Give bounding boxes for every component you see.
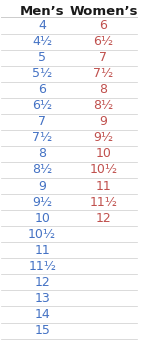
Text: 13: 13 xyxy=(34,292,50,305)
Text: 11: 11 xyxy=(34,244,50,257)
Text: 5½: 5½ xyxy=(32,67,52,80)
Text: 9: 9 xyxy=(38,180,46,192)
Text: 5: 5 xyxy=(38,51,46,64)
Text: 9½: 9½ xyxy=(93,132,114,144)
Text: 11½: 11½ xyxy=(28,260,56,273)
Text: 9: 9 xyxy=(99,115,107,128)
Text: 10½: 10½ xyxy=(28,228,56,241)
Text: 8: 8 xyxy=(99,83,107,96)
Text: 4: 4 xyxy=(38,19,46,32)
Text: 12: 12 xyxy=(34,276,50,289)
Text: 7: 7 xyxy=(38,115,46,128)
Text: 8½: 8½ xyxy=(32,164,52,176)
Text: 15: 15 xyxy=(34,324,50,337)
Text: 6½: 6½ xyxy=(32,99,52,112)
Text: Men’s: Men’s xyxy=(20,5,65,17)
Text: 11½: 11½ xyxy=(89,196,117,208)
Text: 10: 10 xyxy=(96,148,111,160)
Text: 12: 12 xyxy=(96,212,111,225)
Text: 7: 7 xyxy=(99,51,107,64)
Text: Women’s: Women’s xyxy=(69,5,138,17)
Text: 10: 10 xyxy=(34,212,50,225)
Text: 6½: 6½ xyxy=(93,35,114,48)
Text: 4½: 4½ xyxy=(32,35,52,48)
Text: 8½: 8½ xyxy=(93,99,114,112)
Text: 9½: 9½ xyxy=(32,196,52,208)
Text: 8: 8 xyxy=(38,148,46,160)
Text: 7½: 7½ xyxy=(93,67,114,80)
Text: 14: 14 xyxy=(34,308,50,321)
Text: 6: 6 xyxy=(38,83,46,96)
Text: 7½: 7½ xyxy=(32,132,52,144)
Text: 6: 6 xyxy=(99,19,107,32)
Text: 11: 11 xyxy=(96,180,111,192)
Text: 10½: 10½ xyxy=(89,164,117,176)
